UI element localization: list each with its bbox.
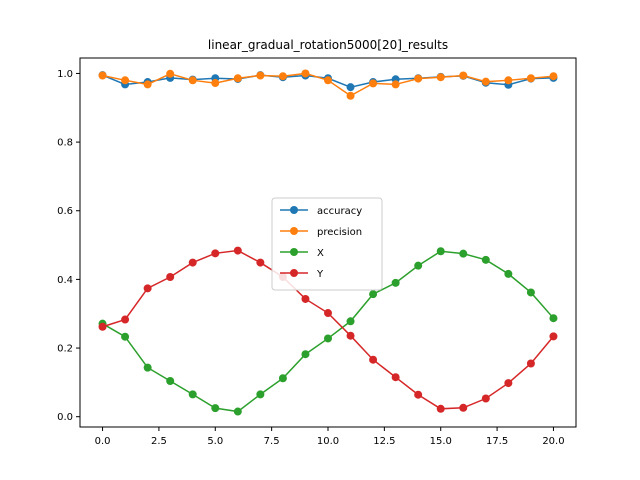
data-point-x [233,407,242,416]
data-point-x [278,374,287,383]
data-point-y [436,404,445,413]
legend-item-x: X [280,248,324,259]
data-point-precision [481,77,490,86]
legend-swatch-marker [290,248,298,256]
data-point-x [211,404,220,413]
legend-item-y: Y [280,269,324,280]
data-point-precision [324,76,332,85]
legend-box [271,197,383,291]
data-point-y [121,315,130,324]
x-tick-label: 15.0 [430,436,452,447]
data-point-y [211,249,220,258]
legend-label: X [317,248,324,259]
data-point-x [188,390,197,399]
data-point-x [256,390,265,399]
data-point-x [301,350,310,359]
x-axis: 0.0 2.5 5.0 7.5 10.0 12.5 15.0 17.5 20.0 [95,427,565,447]
data-point-y [233,246,242,255]
data-point-precision [549,72,558,81]
data-point-y [481,394,490,403]
legend-item-precision: precision [280,227,362,238]
data-point-x [143,363,152,372]
chart-title: linear_gradual_rotation5000[20]_results [208,38,448,52]
x-tick-label: 12.5 [373,436,395,447]
legend-label: precision [317,227,362,238]
data-point-y [549,332,558,341]
data-point-x [436,247,445,256]
data-point-precision [346,91,355,100]
series-x [98,247,558,416]
legend-item-accuracy: accuracy [280,206,362,217]
data-point-y [391,373,400,382]
data-point-y [166,272,175,281]
data-point-y [301,294,310,303]
data-point-y [188,258,197,267]
data-point-precision [459,71,468,80]
data-point-y [98,322,107,331]
legend: accuracy precision XY [271,197,383,291]
y-tick-label: 0.4 [57,275,73,286]
data-point-x [549,314,558,323]
data-point-x [526,288,535,297]
x-tick-label: 2.5 [151,436,167,447]
data-point-y [526,359,535,368]
data-point-x [346,317,355,326]
data-point-precision [278,72,287,81]
data-point-precision [436,73,445,82]
x-tick-label: 10.0 [317,436,339,447]
series-precision [98,69,558,100]
y-tick-label: 0.2 [57,344,73,355]
y-axis: 0.0 0.2 0.4 0.6 0.8 1.0 [57,69,80,423]
data-point-precision [98,71,107,80]
data-point-precision [166,69,175,78]
data-point-y [324,309,332,318]
legend-swatch-marker [290,269,298,277]
data-point-x [324,334,332,343]
x-tick-label: 0.0 [95,436,111,447]
data-point-precision [121,76,130,85]
data-point-precision [211,79,220,88]
x-tick-label: 20.0 [542,436,564,447]
data-point-accuracy [346,83,355,92]
data-point-y [369,355,378,364]
data-point-y [143,284,152,293]
data-point-y [346,331,355,340]
series-y [98,246,558,413]
data-point-x [504,269,513,278]
data-point-y [504,379,513,388]
data-point-precision [188,76,197,85]
legend-label: accuracy [317,206,362,217]
y-tick-label: 0.6 [57,206,73,217]
data-point-y [414,390,423,399]
data-point-precision [256,71,265,80]
data-point-x [414,261,423,270]
data-point-x [121,332,130,341]
legend-swatch-marker [290,227,298,235]
data-point-precision [526,74,535,83]
x-tick-label: 5.0 [207,436,223,447]
data-point-x [391,278,400,287]
data-point-precision [504,76,513,85]
x-tick-label: 17.5 [486,436,508,447]
data-point-x [166,377,175,386]
legend-swatch-marker [290,206,298,214]
y-tick-label: 0.8 [57,138,73,149]
data-point-y [459,403,468,412]
data-point-precision [369,79,378,88]
y-tick-label: 0.0 [57,412,73,423]
legend-label: Y [316,269,324,280]
data-point-precision [391,80,400,89]
data-point-x [369,290,378,299]
data-point-x [459,249,468,258]
data-point-precision [233,74,242,83]
data-point-y [256,258,265,267]
data-point-precision [301,69,310,78]
x-tick-label: 7.5 [264,436,280,447]
series-layer [98,69,558,416]
y-tick-label: 1.0 [57,69,73,80]
data-point-precision [414,74,423,83]
data-point-precision [143,80,152,89]
data-point-x [481,255,490,264]
